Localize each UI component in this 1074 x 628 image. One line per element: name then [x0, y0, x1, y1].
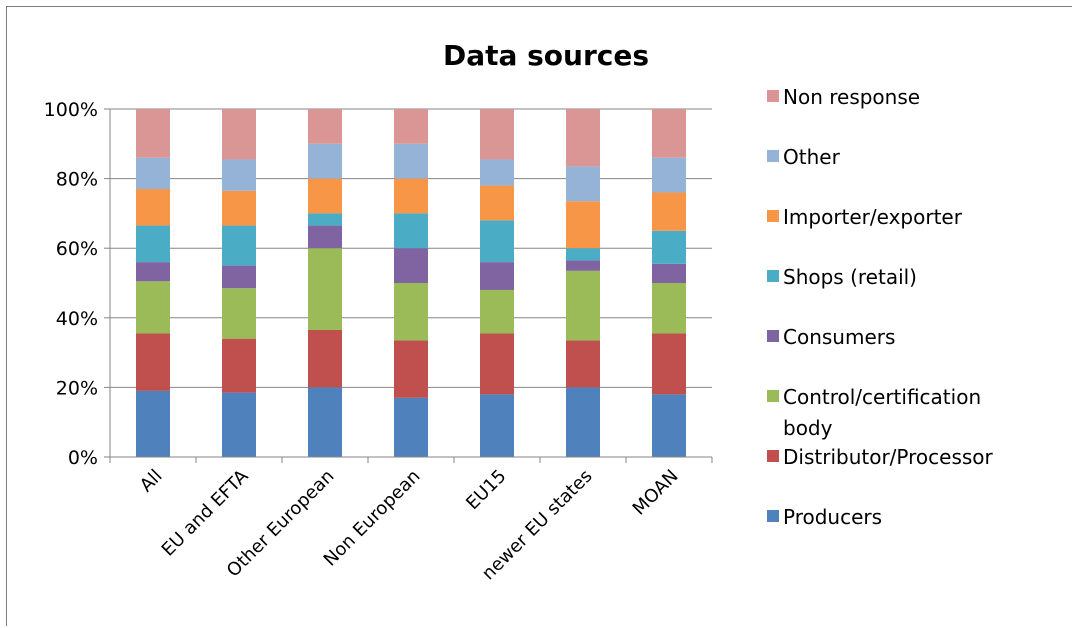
bar-segment	[652, 333, 686, 395]
bar-segment	[394, 397, 428, 457]
legend: Non response Other Importer/exporter Shops …	[767, 85, 994, 529]
legend-swatch	[767, 510, 779, 522]
bar-segment	[136, 157, 170, 190]
bar-segment	[566, 387, 600, 457]
bar-segment	[566, 166, 600, 202]
bar-segment	[566, 109, 600, 167]
bar-segment	[480, 109, 514, 160]
x-category-label: All	[136, 466, 167, 497]
bar-segment	[222, 288, 256, 339]
bar-segment	[222, 109, 256, 160]
x-category-label: EU and EFTA	[158, 465, 253, 560]
legend-swatch	[767, 270, 779, 282]
x-category-label: EU15	[462, 466, 510, 514]
legend-label: Control/certification body	[783, 385, 981, 440]
legend-swatch	[767, 450, 779, 462]
legend-label: Distributor/Processor	[783, 445, 994, 469]
bar-segment	[308, 143, 342, 179]
bars	[136, 109, 686, 457]
bar-segment	[652, 283, 686, 334]
bar-segment	[222, 225, 256, 266]
bar-segment	[222, 265, 256, 289]
bar-segment	[480, 333, 514, 395]
bar-segment	[308, 109, 342, 144]
bar-segment	[652, 109, 686, 158]
legend-swatch	[767, 90, 779, 102]
legend-label: Producers	[783, 505, 882, 529]
y-tick-label: 60%	[56, 238, 98, 260]
bar-segment	[394, 248, 428, 283]
bar-segment	[136, 262, 170, 282]
bar-segment	[394, 213, 428, 249]
bar-segment	[136, 189, 170, 226]
bar-segment	[480, 289, 514, 334]
legend-label: Consumers	[783, 325, 895, 349]
bar-segment	[566, 340, 600, 388]
bar-segment	[308, 329, 342, 388]
bar-segment	[566, 260, 600, 271]
bar-segment	[652, 192, 686, 231]
y-tick-label: 80%	[56, 169, 98, 191]
legend-label: Shops (retail)	[783, 265, 917, 289]
bar-segment	[652, 230, 686, 264]
bar-segment	[394, 143, 428, 179]
bar-segment	[480, 185, 514, 221]
bar-segment	[136, 390, 170, 457]
bar-segment	[136, 281, 170, 334]
bar-segment	[222, 190, 256, 226]
chart-frame	[6, 6, 1072, 626]
bar-segment	[136, 109, 170, 158]
bar-segment	[394, 283, 428, 341]
legend-swatch	[767, 390, 779, 402]
legend-label: Non response	[783, 85, 920, 109]
bar-segment	[394, 178, 428, 214]
legend-swatch	[767, 330, 779, 342]
bar-segment	[136, 225, 170, 263]
bar-segment	[308, 387, 342, 457]
bar-segment	[652, 263, 686, 283]
legend-label: Other	[783, 145, 841, 169]
bar-segment	[308, 225, 342, 249]
legend-label: Importer/exporter	[783, 205, 963, 229]
y-tick-labels: 0% 20% 40% 60% 80% 100%	[44, 99, 98, 469]
bar-segment	[222, 338, 256, 393]
bar-segment	[308, 213, 342, 226]
bar-segment	[222, 159, 256, 191]
axes	[104, 108, 713, 463]
bar-segment	[308, 248, 342, 330]
bar-segment	[480, 220, 514, 263]
bar-segment	[394, 340, 428, 398]
bar-segment	[308, 178, 342, 214]
y-tick-label: 100%	[44, 99, 98, 121]
bar-segment	[480, 159, 514, 186]
x-category-label: MOAN	[629, 466, 683, 520]
y-tick-label: 20%	[56, 377, 98, 399]
bar-segment	[394, 109, 428, 144]
y-tick-label: 40%	[56, 308, 98, 330]
bar-segment	[480, 394, 514, 457]
bar-segment	[652, 157, 686, 193]
legend-swatch	[767, 210, 779, 222]
bar-segment	[222, 392, 256, 457]
chart-title: Data sources	[443, 39, 649, 72]
bar-segment	[566, 270, 600, 341]
bar-segment	[136, 333, 170, 391]
bar-segment	[480, 262, 514, 290]
bar-segment	[652, 394, 686, 457]
legend-swatch	[767, 150, 779, 162]
bar-segment	[566, 248, 600, 261]
bar-segment	[566, 201, 600, 249]
y-tick-label: 0%	[68, 447, 98, 469]
